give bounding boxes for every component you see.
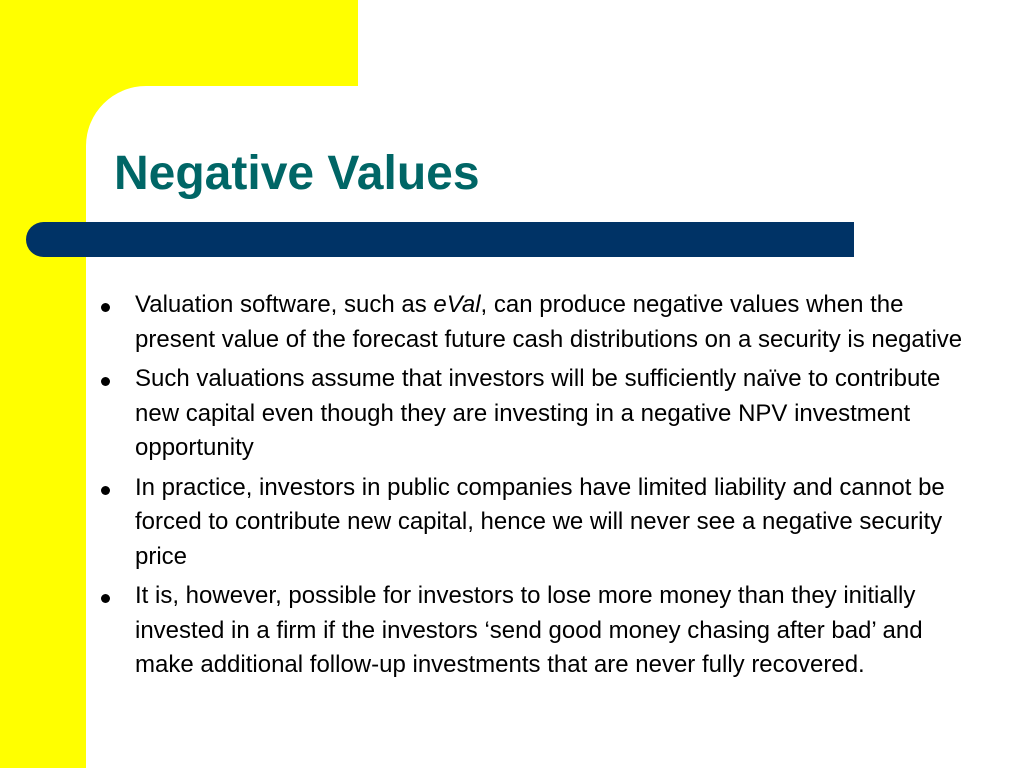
title-underline-bar <box>26 222 854 257</box>
bullet-dot-icon <box>101 485 110 495</box>
bullet-item: In practice, investors in public compani… <box>96 471 976 575</box>
bullet-dot-icon <box>101 303 110 312</box>
bullet-list: Valuation software, such as eVal, can pr… <box>96 288 976 688</box>
content-panel <box>86 86 1024 768</box>
bullet-text: It is, however, possible for investors t… <box>135 582 923 678</box>
bullet-text: Such valuations assume that investors wi… <box>135 365 941 461</box>
slide-title: Negative Values <box>114 147 480 200</box>
bullet-item: Such valuations assume that investors wi… <box>96 362 976 466</box>
bullet-text: Valuation software, such as eVal, can pr… <box>135 291 962 353</box>
bullet-text-after: , can produce negative values when the p… <box>135 291 963 353</box>
bullet-dot-icon <box>101 377 110 386</box>
bullet-text-italic: eVal <box>433 291 481 318</box>
bullet-item: It is, however, possible for investors t… <box>96 579 976 683</box>
bullet-dot-icon <box>101 594 110 603</box>
bullet-item: Valuation software, such as eVal, can pr… <box>96 288 976 357</box>
bullet-text: In practice, investors in public compani… <box>135 473 945 570</box>
bullet-text-before: Valuation software, such as <box>135 291 434 318</box>
